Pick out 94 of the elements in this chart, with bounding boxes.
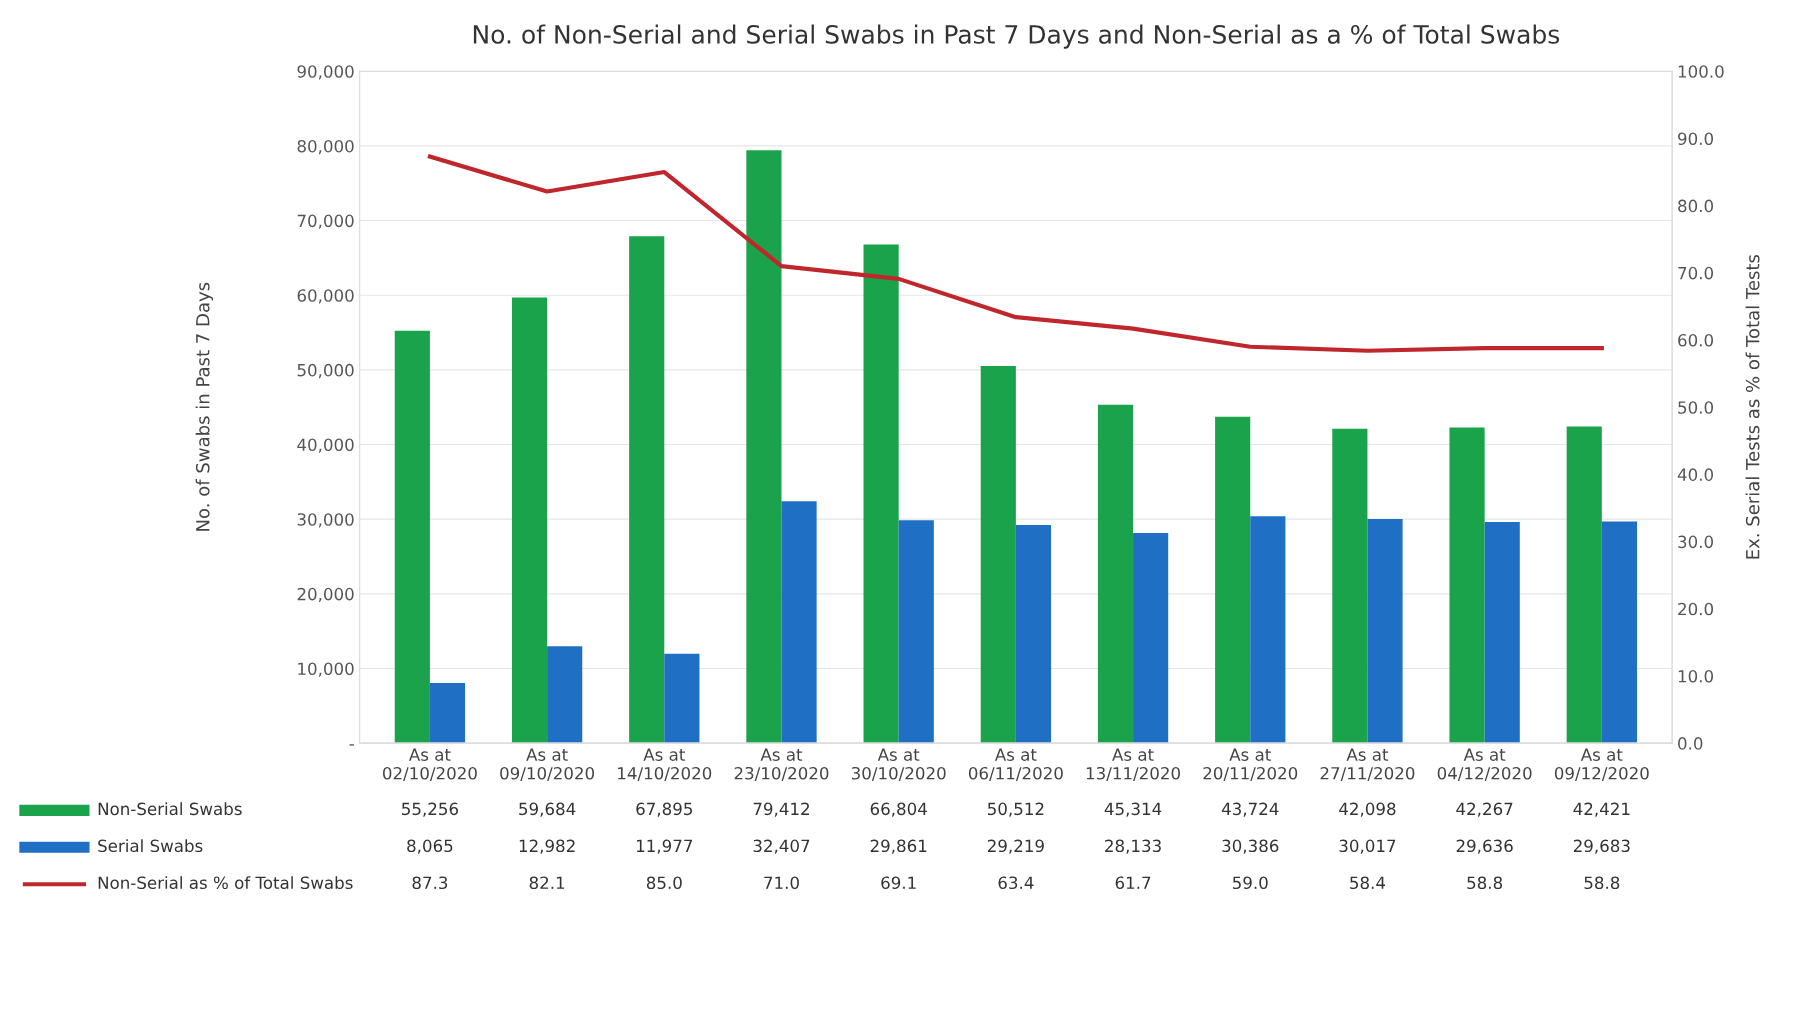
data-label: 63.4 bbox=[998, 876, 1034, 890]
bar bbox=[547, 646, 583, 744]
y2-tick-label: 0.0 bbox=[1678, 737, 1703, 750]
y-tick-label: 90,000 bbox=[297, 65, 354, 80]
data-label: 42,098 bbox=[1339, 802, 1396, 817]
data-label: 58.8 bbox=[1584, 876, 1620, 890]
data-label: 58.8 bbox=[1467, 876, 1503, 890]
bar bbox=[1015, 525, 1052, 744]
y2-tick-label: 90.0 bbox=[1678, 132, 1713, 146]
bar bbox=[429, 682, 466, 744]
bar bbox=[746, 150, 782, 744]
y2-axis-title: Ex. Serial Tests as % of Total Tests bbox=[1745, 254, 1760, 559]
y-tick-label: - bbox=[349, 744, 354, 746]
data-label: 45,314 bbox=[1104, 802, 1162, 817]
y-axis-title: No. of Swabs in Past 7 Days bbox=[195, 282, 214, 531]
bar bbox=[1332, 428, 1368, 744]
data-label: 29,683 bbox=[1573, 839, 1630, 854]
data-label: 67,895 bbox=[636, 802, 692, 817]
x-tick-label: As at 02/10/2020 bbox=[382, 748, 477, 781]
bar bbox=[664, 653, 700, 744]
y2-tick-label: 80.0 bbox=[1678, 199, 1713, 213]
bar bbox=[863, 244, 899, 744]
legend-label: Serial Swabs bbox=[98, 839, 203, 853]
bar bbox=[1601, 521, 1637, 744]
data-label: 29,861 bbox=[870, 839, 927, 854]
bar bbox=[1215, 416, 1251, 744]
x-tick-label: As at 30/10/2020 bbox=[851, 748, 946, 781]
y-tick-label: 80,000 bbox=[297, 139, 354, 155]
bar bbox=[511, 297, 548, 744]
data-label: 87.3 bbox=[412, 876, 448, 890]
data-label: 59,684 bbox=[519, 802, 576, 817]
y2-tick-label: 60.0 bbox=[1678, 333, 1713, 347]
data-label: 85.0 bbox=[646, 876, 682, 890]
x-tick-label: As at 23/10/2020 bbox=[734, 748, 829, 781]
y-tick-label: 10,000 bbox=[298, 662, 354, 677]
data-label: 32,407 bbox=[753, 839, 810, 854]
bar bbox=[1250, 516, 1286, 744]
data-label: 50,512 bbox=[988, 802, 1044, 817]
data-label: 42,267 bbox=[1456, 802, 1513, 817]
bar bbox=[1566, 426, 1602, 744]
data-label: 29,636 bbox=[1456, 839, 1513, 854]
x-tick-label: As at 09/10/2020 bbox=[500, 748, 595, 781]
data-label: 12,982 bbox=[519, 839, 575, 854]
data-label: 42,421 bbox=[1573, 802, 1630, 817]
bar bbox=[394, 330, 430, 744]
bar bbox=[1133, 533, 1169, 744]
y2-tick-label: 20.0 bbox=[1678, 602, 1713, 616]
y2-tick-label: 100.0 bbox=[1678, 65, 1724, 78]
bar bbox=[980, 366, 1016, 744]
y-tick-label: 60,000 bbox=[297, 289, 354, 304]
y2-tick-label: 50.0 bbox=[1678, 401, 1713, 414]
data-label: 71.0 bbox=[764, 876, 799, 890]
y-tick-label: 30,000 bbox=[297, 513, 354, 528]
data-label: 61.7 bbox=[1115, 876, 1151, 890]
y-tick-label: 70,000 bbox=[297, 214, 354, 229]
chart-title: No. of Non-Serial and Serial Swabs in Past 7 Days and Non-Serial as a % of Total Swabs bbox=[473, 24, 1560, 49]
bar bbox=[1367, 519, 1403, 744]
data-label: 79,412 bbox=[753, 802, 809, 817]
x-tick-label: As at 04/12/2020 bbox=[1437, 748, 1532, 781]
data-label: 66,804 bbox=[870, 802, 927, 817]
data-label: 30,386 bbox=[1222, 839, 1279, 854]
data-label: 8,065 bbox=[407, 839, 453, 854]
line-series bbox=[427, 154, 1604, 353]
data-label: 58.4 bbox=[1350, 876, 1386, 890]
bar bbox=[629, 236, 665, 744]
data-label: 69.1 bbox=[881, 876, 916, 890]
legend-label: Non-Serial Swabs bbox=[98, 802, 242, 816]
x-tick-label: As at 09/12/2020 bbox=[1554, 748, 1649, 781]
y-tick-label: 50,000 bbox=[297, 363, 354, 379]
bar bbox=[1449, 427, 1485, 744]
y2-tick-label: 40.0 bbox=[1677, 468, 1713, 481]
bar bbox=[1097, 404, 1134, 744]
x-tick-label: As at 14/10/2020 bbox=[618, 748, 712, 781]
data-label: 59.0 bbox=[1232, 876, 1268, 890]
y2-tick-label: 70.0 bbox=[1678, 266, 1713, 280]
data-label: 55,256 bbox=[402, 802, 459, 817]
y2-tick-label: 10.0 bbox=[1678, 669, 1713, 683]
x-tick-label: As at 06/11/2020 bbox=[968, 748, 1063, 781]
data-label: 30,017 bbox=[1339, 839, 1396, 854]
data-label: 29,219 bbox=[987, 839, 1044, 854]
legend-label: Non-Serial as % of Total Swabs bbox=[98, 876, 353, 890]
x-tick-label: As at 20/11/2020 bbox=[1203, 748, 1298, 781]
y-tick-label: 40,000 bbox=[297, 438, 354, 453]
bar bbox=[781, 501, 817, 744]
y-tick-label: 20,000 bbox=[297, 587, 354, 603]
x-tick-label: As at 27/11/2020 bbox=[1320, 748, 1415, 781]
data-label: 11,977 bbox=[636, 839, 693, 854]
data-label: 28,133 bbox=[1105, 839, 1161, 854]
y2-tick-label: 30.0 bbox=[1678, 535, 1713, 549]
bar bbox=[1484, 521, 1520, 744]
data-label: 43,724 bbox=[1221, 802, 1279, 817]
data-label: 82.1 bbox=[529, 876, 565, 890]
x-tick-label: As at 13/11/2020 bbox=[1086, 748, 1180, 781]
bar bbox=[898, 520, 934, 744]
